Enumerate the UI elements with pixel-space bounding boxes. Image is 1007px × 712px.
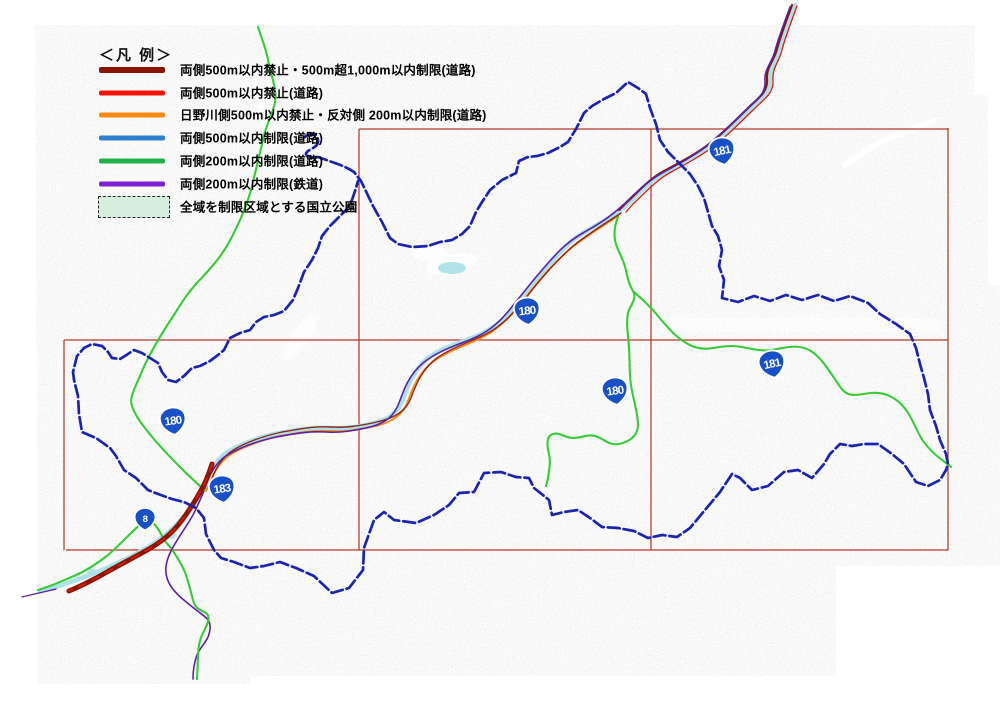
shield-icon <box>600 376 629 406</box>
route-shield-180: 180 <box>513 296 541 326</box>
boundary-line <box>71 80 950 595</box>
green-road-south <box>171 549 210 681</box>
shield-icon <box>513 296 541 326</box>
red-road-ne <box>625 5 798 213</box>
shield-number: 180 <box>518 305 536 319</box>
route-shield-8: 8 <box>134 507 156 532</box>
green-road-east <box>632 290 953 469</box>
sheet-frame-grid <box>63 128 949 551</box>
map-texture <box>35 25 1000 684</box>
shield-number: 181 <box>763 357 783 373</box>
red-dash-overlay <box>68 463 213 592</box>
shield-number: 180 <box>606 384 625 398</box>
shield-number: 180 <box>164 414 183 428</box>
shield-icon <box>757 349 786 379</box>
shield-icon <box>707 136 736 166</box>
shield-icon <box>134 507 156 532</box>
green-road-southwest <box>36 520 173 592</box>
green-restricted-roads <box>36 25 953 681</box>
green-road-central <box>544 215 640 488</box>
maroon-road-mid <box>208 212 622 487</box>
route-shield-180: 180 <box>600 376 629 406</box>
shield-icon <box>158 406 187 436</box>
route-shield-181: 181 <box>707 136 736 166</box>
green-road-northwest <box>130 25 277 492</box>
route-shield-183: 183 <box>207 474 236 504</box>
route-shield-181: 181 <box>757 349 786 379</box>
shield-number: 8 <box>143 514 149 525</box>
shield-icon <box>207 474 236 504</box>
shield-number: 183 <box>213 482 232 496</box>
shield-number: 181 <box>713 144 733 160</box>
route-shield-180: 180 <box>158 406 187 436</box>
